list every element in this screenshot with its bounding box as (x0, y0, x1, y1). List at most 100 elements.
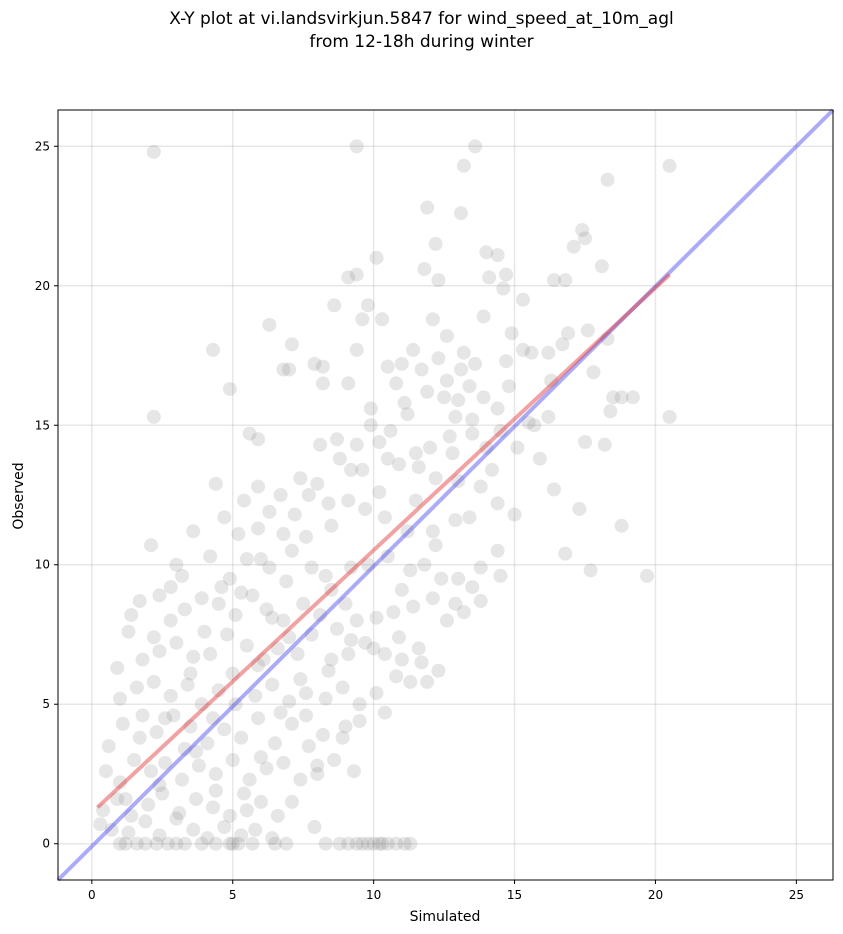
scatter-point (282, 630, 297, 645)
scatter-point (510, 440, 525, 455)
scatter-point (194, 836, 209, 851)
scatter-point (358, 635, 373, 650)
scatter-point (327, 753, 342, 768)
y-tick-label: 5 (42, 697, 50, 711)
scatter-point (310, 766, 325, 781)
scatter-point (485, 462, 499, 477)
scatter-point (217, 510, 232, 525)
scatter-point (304, 560, 319, 575)
scatter-point (662, 409, 677, 424)
scatter-point (110, 792, 125, 807)
scatter-point (547, 273, 561, 288)
scatter-point (352, 713, 367, 728)
scatter-point (93, 817, 108, 832)
scatter-point (197, 624, 212, 639)
scatter-point (330, 621, 344, 636)
scatter-point (335, 680, 350, 695)
scatter-point (276, 527, 291, 542)
scatter-point (96, 803, 111, 818)
scatter-point (380, 451, 395, 466)
scatter-point (270, 641, 285, 656)
scatter-point (341, 836, 356, 851)
scatter-point (163, 580, 178, 595)
y-axis-ticks: 0 5 10 15 20 25 (35, 139, 58, 851)
regression-line (96, 273, 671, 809)
scatter-point (222, 836, 237, 851)
scatter-point (149, 725, 164, 740)
scatter-point (121, 624, 136, 639)
scatter-point (389, 836, 404, 851)
scatter-point (361, 557, 375, 572)
scatter-point (499, 267, 514, 282)
scatter-point (208, 836, 223, 851)
scatter-point (451, 393, 466, 408)
scatter-point (423, 440, 437, 455)
scatter-point (383, 423, 398, 438)
scatter-point (301, 488, 316, 502)
scatter-point (265, 610, 280, 625)
x-tick-label: 25 (789, 888, 804, 902)
scatter-point (214, 580, 229, 595)
scatter-point (335, 730, 350, 745)
scatter-point (144, 538, 158, 553)
scatter-point (516, 292, 530, 307)
scatter-point (332, 836, 347, 851)
x-axis-ticks: 0 5 10 15 20 25 (88, 880, 804, 902)
scatter-point (152, 828, 167, 843)
scatter-point (265, 677, 280, 692)
scatter-point (442, 429, 457, 444)
scatter-point (231, 836, 246, 851)
scatter-point (358, 501, 373, 516)
scatter-point (516, 342, 530, 357)
scatter-point (248, 688, 263, 703)
scatter-point (408, 493, 423, 508)
scatter-point (222, 381, 237, 396)
x-tick-label: 10 (366, 888, 381, 902)
scatter-point (473, 479, 488, 494)
scatter-point (127, 753, 142, 768)
scatter-point (279, 836, 294, 851)
scatter-point (256, 652, 271, 667)
scatter-point (324, 518, 339, 533)
scatter-point (420, 200, 435, 215)
scatter-point (465, 580, 480, 595)
scatter-point (490, 543, 505, 558)
scatter-point (262, 504, 277, 519)
scatter-point (363, 401, 378, 416)
scatter-point (163, 613, 178, 628)
scatter-point (490, 248, 505, 263)
scatter-point (101, 739, 116, 754)
scatter-point (310, 476, 325, 491)
scatter-point (431, 351, 446, 366)
scatter-point (146, 144, 161, 159)
scatter-point (129, 680, 144, 695)
scatter-point (251, 479, 266, 494)
scatter-point (377, 705, 392, 720)
scatter-point (448, 596, 463, 611)
scatter-point (462, 379, 477, 394)
scatter-point (217, 819, 232, 834)
scatter-point (276, 362, 291, 377)
scatter-point (454, 362, 468, 377)
scatter-point (369, 610, 384, 625)
scatter-point (456, 158, 471, 173)
scatter-point (146, 409, 161, 424)
chart-subtitle: from 12-18h during winter (309, 32, 534, 52)
scatter-point (375, 312, 390, 327)
scatter-point (98, 764, 113, 779)
scatter-point (268, 836, 282, 851)
y-tick-label: 0 (42, 837, 50, 851)
scatter-point (284, 543, 299, 558)
scatter-point (417, 557, 432, 572)
scatter-point (138, 814, 153, 829)
scatter-point (586, 365, 601, 380)
scatter-point (211, 596, 226, 611)
scatter-point (341, 270, 356, 285)
scatter-point (473, 560, 488, 575)
scatter-point (282, 694, 297, 709)
scatter-point (242, 772, 257, 787)
scatter-point (394, 582, 409, 597)
scatter-point (206, 342, 220, 357)
scatter-point (555, 337, 570, 352)
scatter-point (408, 446, 423, 461)
